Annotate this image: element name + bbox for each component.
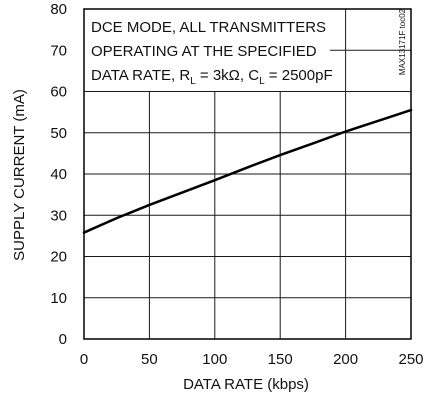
plot-border (83, 8, 412, 340)
y-tick-label: 20 (50, 249, 67, 266)
annotation-line-3-prefix: DATA RATE, R (91, 67, 190, 84)
annotation-line-3: DATA RATE, RL = 3kΩ, CL = 2500pF (91, 67, 333, 87)
x-tick-label: 200 (333, 351, 358, 368)
x-tick-label: 150 (268, 351, 293, 368)
y-tick-label: 0 (59, 331, 67, 348)
annotation-line-2: OPERATING AT THE SPECIFIED (91, 43, 317, 60)
chart-annotation: DCE MODE, ALL TRANSMITTERS OPERATING AT … (91, 19, 333, 87)
y-tick-label: 50 (50, 125, 67, 142)
x-tick-label: 250 (398, 351, 423, 368)
y-tick-label: 70 (50, 42, 67, 59)
y-axis-title: SUPPLY CURRENT (mA) (11, 89, 28, 261)
x-axis-title: DATA RATE (kbps) (183, 376, 309, 393)
y-tick-label: 60 (50, 84, 67, 101)
y-tick-label: 80 (50, 1, 67, 18)
annotation-line-1: DCE MODE, ALL TRANSMITTERS (91, 19, 326, 36)
plot-frame (83, 8, 412, 340)
x-tick-label: 100 (202, 351, 227, 368)
annotation-rl-value: = 3kΩ, C (196, 67, 259, 84)
series-layer (82, 108, 413, 234)
annotation-cl-subscript: L (259, 76, 265, 87)
x-tick-label: 0 (80, 351, 88, 368)
supply-current-line (82, 108, 413, 234)
figure-code-watermark: MAX13171F toc02 (398, 8, 407, 75)
x-tick-labels: 0 50 100 150 200 250 (80, 351, 423, 368)
y-tick-label: 10 (50, 290, 67, 307)
y-tick-label: 40 (50, 166, 67, 183)
grid-layer (84, 9, 411, 339)
y-tick-label: 30 (50, 207, 67, 224)
annotation-cl-value: = 2500pF (265, 67, 333, 84)
y-tick-labels: 0 10 20 30 40 50 60 70 80 (50, 1, 67, 348)
x-tick-label: 50 (141, 351, 158, 368)
annotation-rl-subscript: L (190, 76, 196, 87)
